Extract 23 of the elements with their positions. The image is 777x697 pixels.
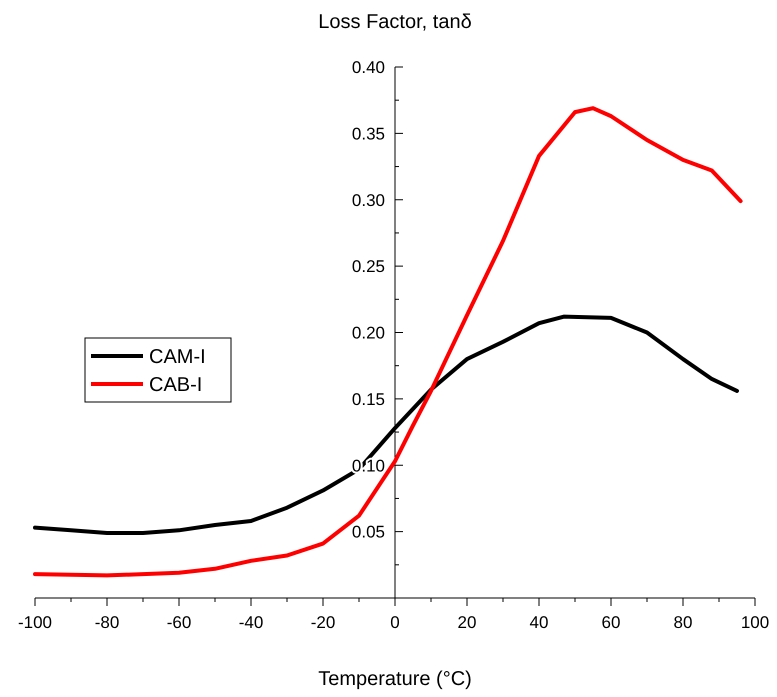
x-tick-label: 100: [740, 613, 770, 632]
y-tick-label: 0.40: [352, 58, 385, 77]
x-tick-label: 20: [458, 613, 476, 632]
y-tick-label: 0.35: [352, 124, 385, 144]
y-tick-label: 0.20: [352, 324, 385, 342]
x-tick-label: 0: [390, 613, 400, 632]
x-tick-label: 40: [530, 613, 548, 632]
y-axis-title: Loss Factor, tanδ: [318, 11, 472, 33]
x-tick-label: 80: [674, 613, 692, 632]
x-tick-label: 60: [602, 613, 620, 632]
line-series: [33, 106, 743, 578]
x-tick-label: -80: [94, 613, 120, 632]
y-tick-label: 0.05: [352, 522, 385, 542]
y-tick-label: 0.25: [352, 257, 385, 276]
x-tick-label: -20: [310, 613, 336, 632]
x-axis-title: Temperature (°C): [318, 668, 472, 690]
x-tick-label: -40: [238, 613, 264, 632]
legend-label: CAM-I: [149, 346, 206, 368]
y-tick-label: 0.15: [352, 390, 385, 409]
y-tick-label: 0.30: [352, 190, 385, 210]
legend-label: CAB-I: [149, 374, 202, 396]
x-tick-label: -60: [166, 613, 192, 632]
x-tick-label: -100: [18, 613, 52, 632]
